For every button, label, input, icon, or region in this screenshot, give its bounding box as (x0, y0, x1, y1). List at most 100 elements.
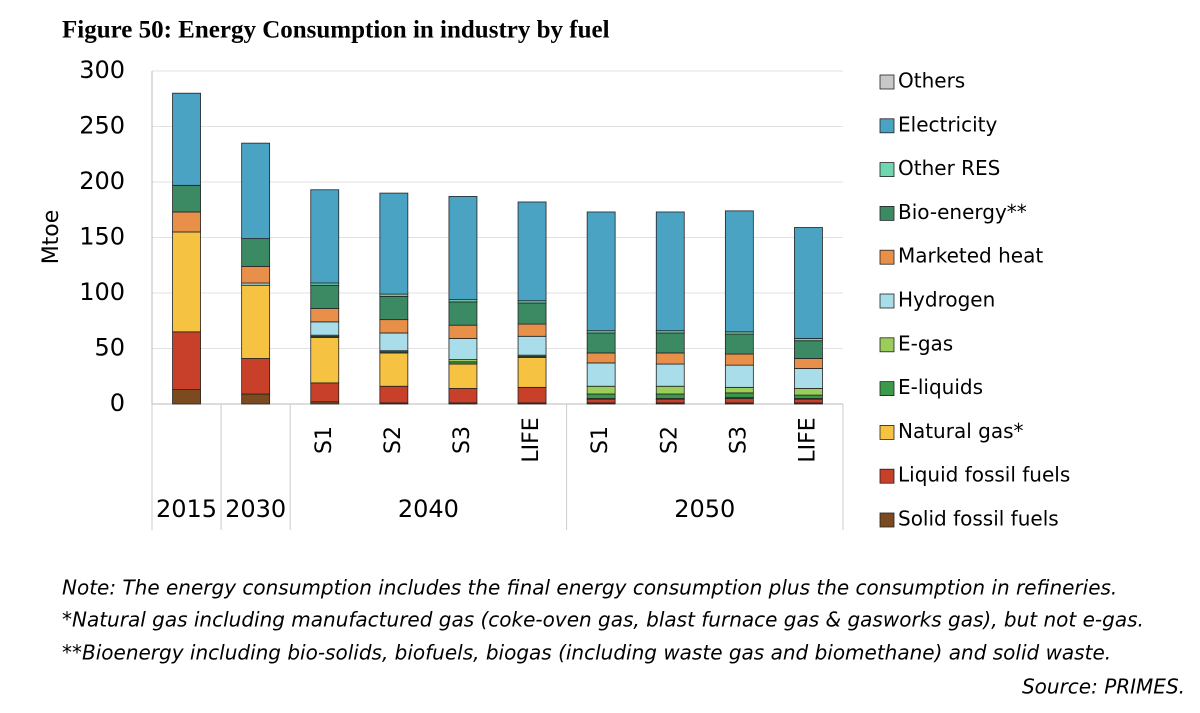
bar-segment (172, 184, 201, 213)
bar-segment (655, 393, 685, 399)
legend-swatch (879, 337, 895, 353)
group-label: 2030 (225, 495, 286, 523)
bar-segment (794, 227, 823, 339)
note: Note: The energy consumption includes th… (62, 576, 1117, 600)
bar-segment (241, 265, 271, 284)
legend-label: Solid fossil fuels (898, 507, 1059, 531)
y-tick-label: 200 (79, 167, 125, 195)
legend-swatch (879, 512, 895, 528)
bar-segment (448, 363, 478, 389)
bar-segment (517, 323, 547, 337)
y-tick-label: 100 (79, 278, 125, 306)
bar-segment (794, 399, 823, 404)
legend-swatch (879, 162, 895, 178)
bar-segment (724, 386, 754, 394)
bar-segment (794, 340, 823, 359)
bar-segment (655, 363, 685, 387)
legend-label: Natural gas* (898, 419, 1024, 443)
note: *Natural gas including manufactured gas … (62, 608, 1144, 632)
bar-segment (586, 211, 616, 332)
bar-segment (172, 211, 201, 233)
y-tick-label: 0 (110, 389, 125, 417)
bar-segment (724, 392, 754, 398)
bar-segment (655, 332, 685, 354)
y-tick-label: 150 (79, 223, 125, 251)
bar-segment (655, 352, 685, 365)
bar-segment (724, 364, 754, 388)
bar-segment (448, 338, 478, 361)
bar-segment (517, 386, 547, 404)
legend-swatch (879, 293, 895, 309)
legend-swatch (879, 381, 895, 397)
legend-label: Marketed heat (898, 244, 1043, 268)
bar-segment (379, 332, 409, 352)
legend-swatch (879, 468, 895, 484)
bar-segment (310, 284, 340, 309)
legend-swatch (879, 205, 895, 221)
group-label: 2040 (398, 495, 459, 523)
chart-title: Figure 50: Energy Consumption in industr… (62, 17, 610, 44)
legend-swatch (879, 118, 895, 134)
legend-label: Electricity (898, 112, 998, 136)
x-tick-label: S3 (450, 426, 475, 454)
x-tick-label: LIFE (795, 417, 820, 462)
bar-segment (241, 358, 271, 395)
y-tick-label: 50 (94, 334, 125, 362)
group-label: 2015 (156, 495, 217, 523)
legend-label: Bio-energy** (898, 200, 1027, 224)
y-axis-label: Mtoe (39, 210, 64, 265)
legend-label: E-gas (898, 331, 953, 355)
bar-segment (517, 335, 547, 356)
bar-segment (172, 389, 201, 405)
bar-segment (379, 319, 409, 334)
x-tick-label: LIFE (519, 417, 544, 462)
bar-segment (724, 333, 754, 355)
bar-segment (448, 196, 478, 301)
bar-segment (794, 368, 823, 389)
bar-segment (172, 331, 201, 390)
bar-segment (310, 336, 340, 384)
x-tick-label: S3 (726, 426, 751, 454)
y-tick-label: 250 (79, 112, 125, 140)
x-tick-label: S2 (657, 426, 682, 454)
legend-label: E-liquids (898, 375, 983, 399)
legend-label: Liquid fossil fuels (898, 463, 1070, 487)
bar-segment (794, 358, 823, 369)
bar-segment (172, 231, 201, 333)
bar-segment (241, 238, 271, 267)
bar-segment (586, 362, 616, 387)
bar-segment (586, 332, 616, 354)
bar-segment (794, 394, 823, 399)
bar-segment (448, 324, 478, 339)
bar-segment (517, 356, 547, 388)
bar-segment (241, 393, 271, 405)
x-tick-label: S2 (381, 426, 406, 454)
y-tick-label: 300 (79, 56, 125, 84)
bar-segment (586, 385, 616, 395)
bar-segment (586, 399, 616, 404)
bar-segment (310, 189, 340, 284)
bar-segment (310, 308, 340, 323)
bar-segment (241, 284, 271, 359)
bar-segment (794, 388, 823, 396)
bar-segment (172, 92, 201, 186)
bar-segment (517, 201, 547, 302)
bar-segment (724, 353, 754, 366)
bar-segment (241, 142, 271, 240)
x-tick-label: S1 (588, 426, 613, 454)
legend-swatch (879, 74, 895, 90)
bar-segment (448, 388, 478, 404)
bar-segment (379, 385, 409, 404)
group-label: 2050 (674, 495, 735, 523)
legend-label: Others (898, 69, 965, 93)
bar-segment (448, 301, 478, 326)
bar-segment (310, 321, 340, 336)
bar-segment (310, 382, 340, 403)
x-tick-label: S1 (312, 426, 337, 454)
legend-label: Hydrogen (898, 288, 995, 312)
bar-segment (379, 295, 409, 321)
legend-swatch (879, 424, 895, 440)
bar-segment (379, 352, 409, 387)
legend-swatch (879, 249, 895, 265)
